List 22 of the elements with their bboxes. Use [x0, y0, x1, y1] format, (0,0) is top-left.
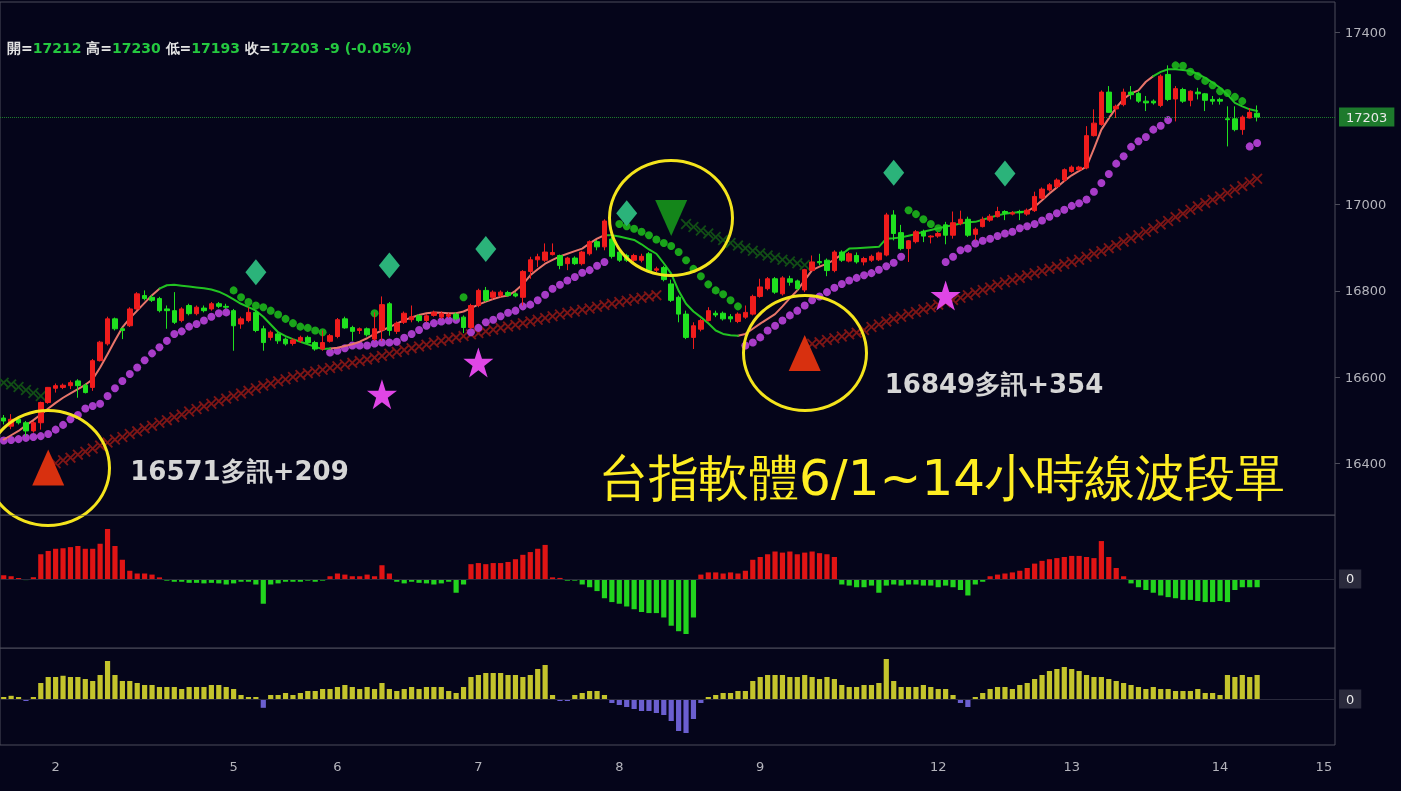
- x-tick-label: 5: [229, 759, 238, 774]
- annotation: 16849多訊+354: [884, 368, 1104, 399]
- annotation: 16571多訊+209: [130, 455, 349, 486]
- ref-line-label: 0: [1346, 691, 1355, 707]
- x-tick-label: 7: [474, 759, 483, 774]
- y-tick-label: 16400: [1345, 455, 1387, 471]
- x-tick-label: 12: [929, 759, 947, 774]
- ref-line-label: 0: [1346, 571, 1355, 587]
- x-tick-label: 15: [1315, 759, 1333, 774]
- y-tick-label: 16800: [1345, 283, 1387, 299]
- y-tick-label: 17000: [1345, 197, 1387, 213]
- ref-line-label: 17203: [1346, 109, 1388, 125]
- x-tick-label: 8: [615, 759, 624, 774]
- x-tick-label: 14: [1211, 759, 1229, 774]
- y-tick-label: 17400: [1345, 24, 1387, 40]
- x-tick-label: 6: [333, 759, 342, 774]
- text: 開=17212 高=17230 低=17193 收=17203 -9 (-0.05%): [7, 40, 412, 56]
- x-tick-label: 13: [1063, 759, 1080, 774]
- text: 台指軟體6/1~14小時線波段單: [599, 449, 1286, 507]
- x-tick-label: 2: [51, 759, 60, 774]
- x-tick-label: 9: [756, 759, 765, 774]
- y-tick-label: 16600: [1345, 369, 1387, 385]
